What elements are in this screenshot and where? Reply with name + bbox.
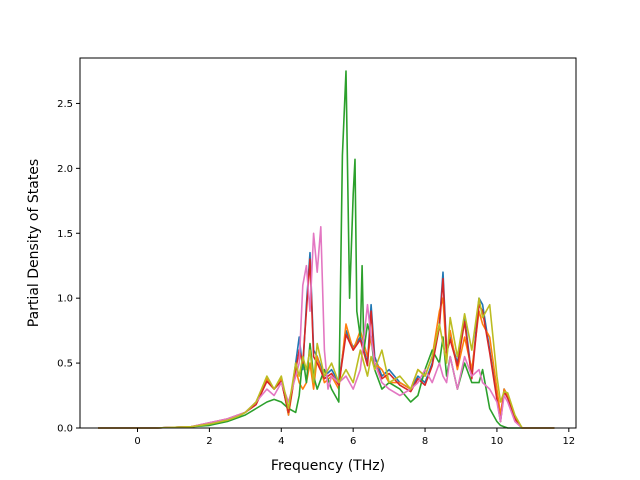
y-tick-label: 0.5 (57, 359, 73, 370)
series-line-5 (98, 226, 555, 429)
x-tick-label: 8 (422, 436, 428, 447)
x-axis-label: Frequency (THz) (271, 458, 385, 474)
y-tick-label: 2.5 (57, 99, 73, 110)
y-ticks: 0.0 0.5 1.0 1.5 2.0 2.5 (57, 99, 80, 435)
y-tick-label: 1.0 (57, 294, 73, 305)
x-tick-label: 2 (206, 436, 212, 447)
y-tick-label: 2.0 (57, 164, 73, 175)
x-tick-label: 6 (350, 436, 356, 447)
series-layer (98, 70, 555, 429)
plot-frame (79, 57, 577, 429)
series-line-3 (98, 70, 555, 429)
x-tick-label: 4 (278, 436, 284, 447)
x-tick-label: 10 (491, 436, 504, 447)
x-ticks: 0 2 4 6 8 10 12 (134, 428, 575, 447)
y-tick-label: 0.0 (57, 424, 73, 435)
y-tick-label: 1.5 (57, 229, 73, 240)
x-tick-label: 12 (562, 436, 575, 447)
x-tick-label: 0 (134, 436, 140, 447)
series-line-6 (98, 297, 555, 429)
y-axis-label: Partial Density of States (26, 159, 42, 327)
